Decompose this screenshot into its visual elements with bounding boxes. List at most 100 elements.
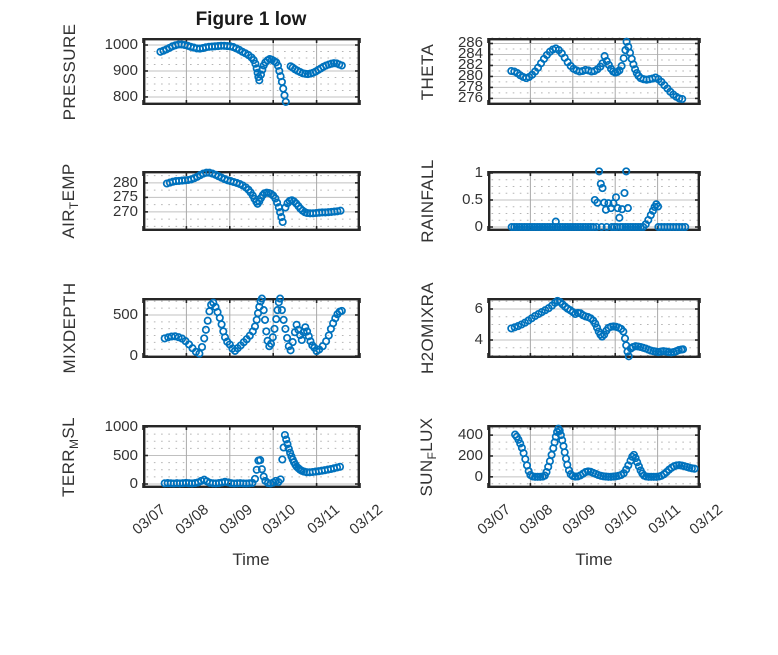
data-point — [629, 60, 638, 69]
data-point — [301, 323, 310, 332]
data-point — [622, 465, 631, 474]
axes-box — [488, 425, 701, 488]
data-point — [598, 184, 607, 193]
y-axis-label-text: H2OMIXRA — [418, 282, 437, 374]
data-point — [262, 327, 271, 336]
data-point — [602, 222, 611, 232]
data-point — [538, 222, 547, 232]
data-point — [624, 352, 633, 361]
plot-area-theta — [487, 37, 701, 105]
data-point — [681, 222, 690, 232]
data-point — [299, 328, 308, 337]
data-point — [280, 91, 289, 100]
data-point — [618, 222, 627, 232]
data-point — [619, 54, 628, 63]
data-point — [604, 472, 613, 481]
data-point — [555, 426, 564, 435]
data-point — [533, 222, 542, 232]
y-axis-label-pressure: PRESSURE — [60, 23, 80, 120]
data-point — [521, 455, 530, 464]
data-point — [507, 222, 516, 232]
data-point — [274, 298, 283, 307]
data-point — [525, 222, 534, 232]
data-point — [623, 222, 632, 232]
data-point — [203, 316, 212, 325]
y-axis-label-rainfall: RAINFALL — [418, 159, 438, 243]
data-point — [515, 222, 524, 232]
data-point — [545, 222, 554, 232]
y-axis-label-subscript: M — [67, 438, 82, 449]
axes-box — [143, 38, 361, 105]
data-point — [622, 37, 631, 46]
data-point — [646, 211, 655, 220]
data-point — [270, 324, 279, 333]
y-tick-label: 1000 — [104, 417, 138, 435]
y-tick-label: 1 — [474, 163, 483, 181]
axes-box — [143, 298, 361, 358]
y-axis-label-text: EMP — [58, 163, 78, 202]
data-point — [217, 320, 226, 329]
data-point — [281, 324, 290, 333]
y-axis-label-text: AIR — [58, 209, 78, 239]
data-point — [563, 222, 572, 232]
data-point — [597, 222, 606, 232]
data-point — [535, 222, 544, 232]
data-point — [252, 465, 261, 474]
plot-area-mixdepth — [142, 294, 361, 358]
data-point — [578, 222, 588, 232]
y-axis-label-subscript: F — [425, 451, 440, 459]
data-point — [273, 306, 282, 315]
y-tick-label: 6 — [474, 300, 483, 317]
y-axis-label-text: THETA — [418, 43, 437, 100]
data-point — [288, 338, 297, 347]
y-tick-label: 270 — [112, 202, 138, 220]
data-point — [634, 222, 643, 232]
y-axis-label-text: MIXDEPTH — [60, 282, 79, 374]
data-point — [551, 432, 560, 441]
data-point — [200, 334, 209, 343]
data-point — [306, 337, 315, 346]
data-point — [589, 222, 598, 232]
data-point — [277, 213, 286, 222]
data-point — [678, 345, 688, 354]
y-axis-label-sun-flux: SUNFLUX — [417, 417, 439, 496]
data-point — [283, 440, 292, 449]
data-point — [644, 472, 653, 481]
data-point — [271, 194, 280, 203]
data-point — [653, 202, 663, 211]
x-axis-label-right: Time — [575, 550, 613, 569]
data-point — [533, 472, 542, 481]
data-point — [286, 448, 295, 457]
data-point — [561, 222, 570, 232]
data-point — [259, 472, 268, 481]
data-point — [197, 342, 207, 352]
data-point — [258, 65, 267, 74]
y-axis-label-text: SL — [58, 416, 78, 439]
y-tick-label: 275 — [112, 188, 138, 206]
y-tick-label: 0 — [474, 467, 483, 485]
data-point — [530, 222, 539, 232]
y-tick-label: 278 — [457, 78, 483, 96]
data-point — [553, 222, 562, 232]
figure: Figure 1 low 800 900 1000 PRESSURE 276 278 280… — [58, 9, 726, 569]
y-axis-label-theta: THETA — [418, 43, 438, 99]
y-tick-label: 800 — [112, 87, 138, 105]
data-point — [215, 313, 224, 322]
y-tick-label: 286 — [457, 34, 483, 52]
data-point — [276, 208, 285, 217]
data-point — [278, 455, 287, 464]
data-point — [556, 431, 565, 440]
data-point — [278, 217, 287, 227]
data-point — [336, 206, 345, 215]
data-point — [564, 466, 574, 475]
data-point — [281, 97, 290, 106]
y-tick-label: 900 — [112, 61, 138, 79]
y-axis-label-text: TERR — [58, 448, 78, 497]
data-point — [259, 306, 268, 315]
data-point — [690, 464, 699, 473]
plot-area-air-temp — [142, 168, 361, 231]
data-point — [621, 222, 630, 232]
data-point — [550, 222, 560, 232]
data-point — [284, 444, 293, 453]
data-point — [543, 222, 552, 232]
